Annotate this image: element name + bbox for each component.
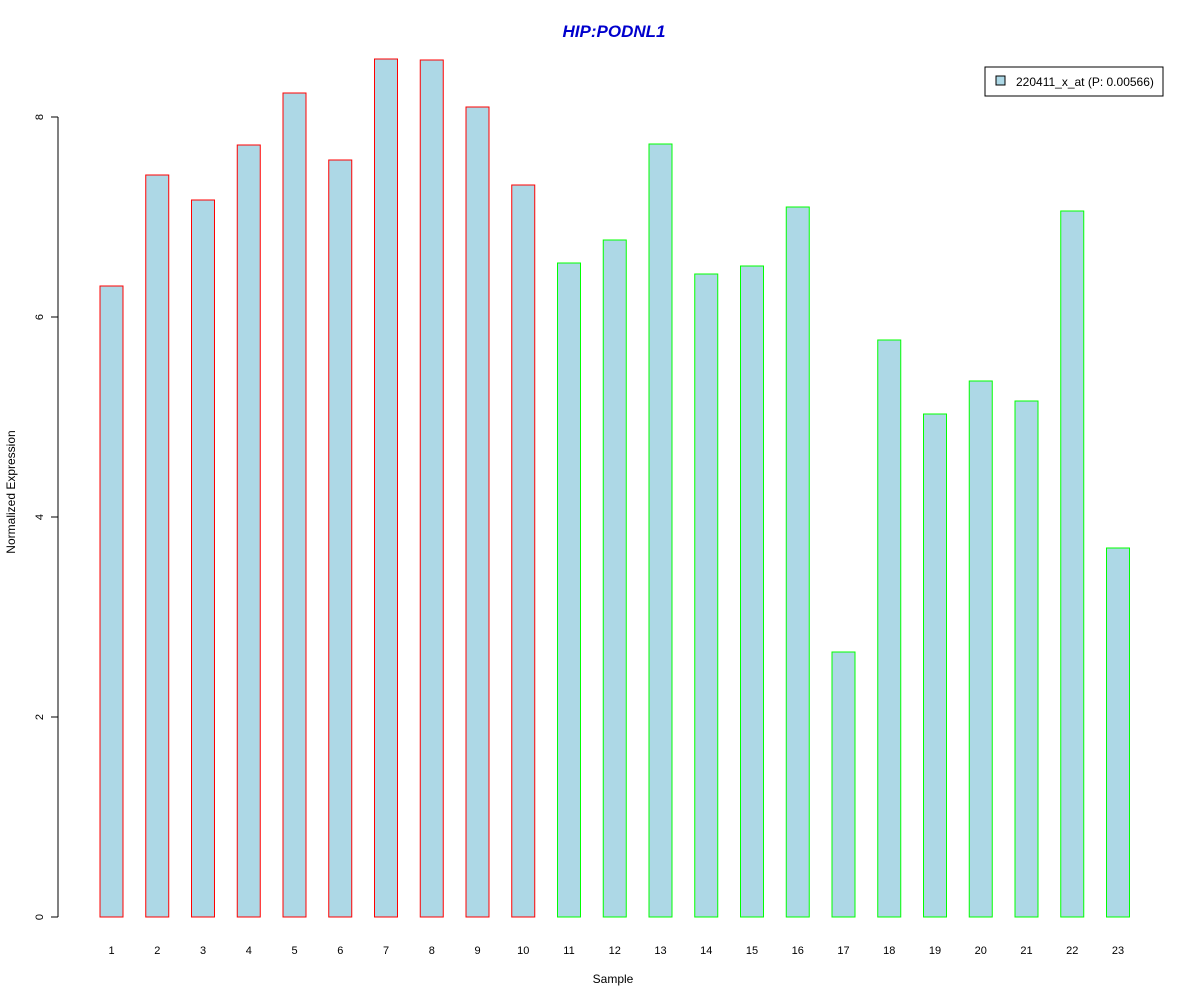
x-tick-label: 22 — [1066, 945, 1078, 957]
bar-sample-21 — [1014, 400, 1039, 918]
x-tick-label: 11 — [563, 945, 574, 957]
x-axis-tick-labels: 1 2 3 4 5 6 7 8 9 10 11 12 13 14 15 16 17 18 19 20 21 22 23 — [108, 945, 1124, 957]
bar-sample-4 — [236, 144, 261, 918]
x-tick-label: 1 — [108, 945, 114, 957]
y-axis-ticks: 0 2 4 6 8 — [34, 114, 58, 920]
x-tick-label: 3 — [200, 945, 206, 957]
x-axis-label: Sample — [593, 972, 634, 986]
x-tick-label: 7 — [383, 945, 389, 957]
y-axis-label: Normalized Expression — [4, 430, 18, 553]
x-tick-label: 4 — [246, 945, 252, 957]
x-tick-label: 17 — [837, 945, 849, 957]
bar-sample-23 — [1106, 547, 1130, 918]
bar-sample-12 — [602, 239, 627, 918]
y-tick-label: 6 — [34, 314, 46, 320]
legend: 220411_x_at (P: 0.00566) — [984, 66, 1164, 97]
y-tick-label: 0 — [34, 914, 46, 920]
x-tick-label: 16 — [792, 945, 804, 957]
x-tick-label: 6 — [337, 945, 343, 957]
bar-sample-8 — [419, 59, 444, 918]
bar-sample-16 — [785, 206, 810, 918]
x-tick-label: 10 — [517, 945, 529, 957]
x-tick-label: 8 — [429, 945, 435, 957]
bar-sample-11 — [557, 262, 581, 918]
bars-group — [99, 58, 1130, 918]
x-tick-label: 21 — [1020, 945, 1032, 957]
bar-sample-13 — [648, 143, 673, 918]
x-tick-label: 13 — [654, 945, 666, 957]
x-tick-label: 14 — [700, 945, 712, 957]
x-tick-label: 23 — [1112, 945, 1124, 957]
bar-sample-9 — [465, 106, 490, 918]
x-tick-label: 15 — [746, 945, 758, 957]
bar-sample-1 — [99, 285, 124, 918]
bar-sample-18 — [877, 339, 902, 918]
bar-sample-22 — [1060, 210, 1085, 918]
bar-sample-7 — [374, 58, 398, 918]
y-tick-label: 8 — [34, 114, 46, 120]
bar-sample-2 — [145, 174, 170, 918]
x-tick-label: 5 — [291, 945, 297, 957]
bar-sample-5 — [282, 92, 307, 918]
bar-sample-3 — [191, 199, 215, 918]
y-tick-label: 2 — [34, 714, 46, 720]
bar-sample-14 — [694, 273, 719, 918]
x-tick-label: 2 — [154, 945, 160, 957]
y-tick-label: 4 — [34, 514, 46, 520]
x-tick-label: 20 — [975, 945, 987, 957]
x-tick-label: 19 — [929, 945, 941, 957]
bar-sample-10 — [511, 184, 536, 918]
legend-swatch — [995, 75, 1006, 86]
legend-label: 220411_x_at (P: 0.00566) — [1016, 75, 1154, 89]
x-tick-label: 18 — [883, 945, 895, 957]
bar-sample-19 — [923, 413, 947, 918]
legend-box — [984, 66, 1164, 97]
bar-sample-6 — [328, 159, 353, 918]
x-tick-label: 12 — [609, 945, 621, 957]
bar-sample-20 — [968, 380, 993, 918]
chart-title: HIP:PODNL1 — [563, 22, 666, 41]
bar-sample-17 — [831, 651, 856, 918]
x-tick-label: 9 — [474, 945, 480, 957]
bar-sample-15 — [740, 265, 764, 918]
